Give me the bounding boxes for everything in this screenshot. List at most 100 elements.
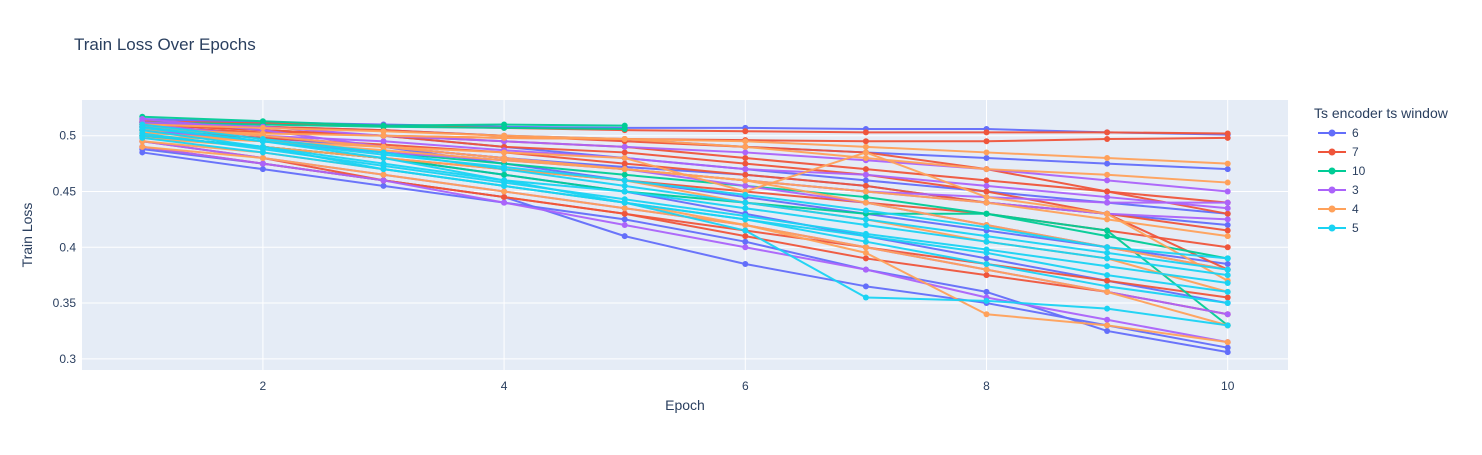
data-point-5 <box>139 134 146 141</box>
data-point-5 <box>983 233 990 240</box>
data-point-5 <box>742 205 749 212</box>
data-point-6 <box>380 182 387 189</box>
data-point-4 <box>501 132 508 139</box>
data-point-5 <box>1104 305 1111 312</box>
data-point-4 <box>259 155 266 162</box>
data-point-5 <box>742 216 749 223</box>
legend[interactable]: Ts encoder ts window 6 7 10 3 4 5 <box>1314 105 1449 235</box>
legend-marker-4 <box>1328 205 1336 213</box>
data-point-10 <box>1104 233 1111 240</box>
data-point-4 <box>983 266 990 273</box>
data-point-7 <box>1104 136 1111 143</box>
data-point-7 <box>862 166 869 173</box>
data-point-3 <box>1104 199 1111 206</box>
data-point-3 <box>1224 188 1231 195</box>
y-tick-label: 0.35 <box>53 296 77 310</box>
data-point-3 <box>621 143 628 150</box>
data-point-3 <box>1224 216 1231 223</box>
legend-item-4: 4 <box>1352 202 1359 216</box>
data-point-7 <box>862 138 869 145</box>
data-point-5 <box>862 216 869 223</box>
x-axis-ticks: 2 4 6 8 10 <box>260 379 1235 393</box>
data-point-4 <box>862 244 869 251</box>
data-point-6 <box>862 283 869 290</box>
y-tick-label: 0.45 <box>53 184 77 198</box>
legend-marker-5 <box>1328 224 1336 232</box>
data-point-4 <box>862 143 869 150</box>
series-line-5 <box>142 132 1228 284</box>
data-point-6 <box>1224 261 1231 268</box>
data-point-7 <box>621 160 628 167</box>
data-point-5 <box>1104 283 1111 290</box>
data-point-4 <box>259 124 266 131</box>
data-point-4 <box>380 132 387 139</box>
data-point-6 <box>621 216 628 223</box>
data-point-5 <box>1104 244 1111 251</box>
data-point-7 <box>1104 188 1111 195</box>
series-line-5 <box>142 125 1228 327</box>
data-point-6 <box>862 177 869 184</box>
data-point-7 <box>862 129 869 136</box>
data-point-4 <box>742 177 749 184</box>
data-point-5 <box>501 182 508 189</box>
data-point-4 <box>1104 155 1111 162</box>
legend-marker-6 <box>1328 129 1336 137</box>
data-point-3 <box>501 199 508 206</box>
y-tick-label: 0.3 <box>59 352 76 366</box>
data-point-4 <box>1224 339 1231 346</box>
data-point-6 <box>621 233 628 240</box>
chart-title: Train Loss Over Epochs <box>74 35 256 54</box>
data-point-7 <box>1224 294 1231 301</box>
data-point-5 <box>862 230 869 237</box>
data-point-5 <box>501 163 508 170</box>
data-point-5 <box>1104 263 1111 270</box>
data-point-6 <box>259 166 266 173</box>
x-tick-label: 10 <box>1221 379 1235 393</box>
legend-item-7: 7 <box>1352 145 1359 159</box>
data-point-5 <box>621 182 628 189</box>
data-point-5 <box>983 246 990 253</box>
data-point-5 <box>380 166 387 173</box>
data-point-7 <box>1224 244 1231 251</box>
data-point-3 <box>380 177 387 184</box>
data-point-5 <box>1224 279 1231 286</box>
data-point-6 <box>742 261 749 268</box>
data-point-5 <box>1224 255 1231 262</box>
data-point-4 <box>501 157 508 164</box>
series-line-7 <box>142 123 1229 271</box>
legend-marker-3 <box>1328 186 1336 194</box>
data-point-4 <box>1224 179 1231 186</box>
series-line-5 <box>142 134 1228 277</box>
data-point-6 <box>983 155 990 162</box>
data-point-4 <box>742 138 749 145</box>
series-lines <box>139 113 1231 356</box>
data-point-4 <box>1104 210 1111 217</box>
data-point-3 <box>1104 316 1111 323</box>
data-point-6 <box>742 238 749 245</box>
x-axis-title: Epoch <box>665 397 705 413</box>
data-point-5 <box>862 294 869 301</box>
data-point-4 <box>501 149 508 156</box>
legend-item-10: 10 <box>1352 164 1366 178</box>
legend-marker-10 <box>1328 167 1336 175</box>
series-line-4 <box>142 129 1228 165</box>
data-point-5 <box>259 149 266 156</box>
series-line-7 <box>142 120 1228 135</box>
data-point-5 <box>1104 272 1111 279</box>
data-point-7 <box>742 128 749 135</box>
data-point-3 <box>862 171 869 178</box>
data-point-7 <box>742 233 749 240</box>
y-axis-ticks: 0.3 0.35 0.4 0.45 0.5 <box>53 129 77 366</box>
data-point-4 <box>983 311 990 318</box>
data-point-4 <box>862 155 869 162</box>
data-point-3 <box>742 149 749 156</box>
data-point-4 <box>1224 160 1231 167</box>
data-point-4 <box>621 205 628 212</box>
data-point-3 <box>1104 194 1111 201</box>
data-point-4 <box>862 249 869 256</box>
data-point-5 <box>742 191 749 198</box>
legend-item-5: 5 <box>1352 221 1359 235</box>
data-point-7 <box>621 149 628 156</box>
series-line-6 <box>142 151 1228 354</box>
